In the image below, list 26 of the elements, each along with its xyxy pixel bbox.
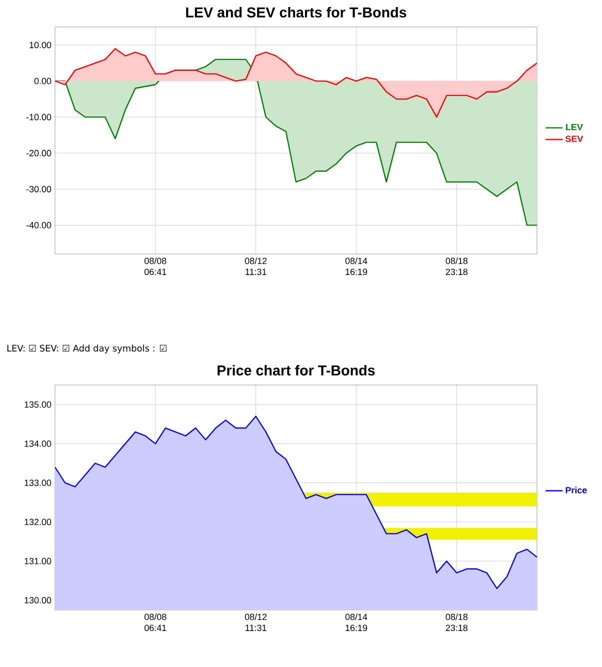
y-tick-label: 132.00 [24,518,52,526]
x-tick-label: 08/14 16:19 [345,258,368,276]
y-tick-label: 134.00 [24,440,52,447]
y-tick-label: -10.00 [26,114,52,120]
x-tick-label: 08/08 06:41 [144,614,166,632]
x-tick-label: 08/18 23:18 [446,258,468,276]
x-tick-label: 08/12 11:31 [244,614,267,632]
y-tick-label: -30.00 [26,186,52,192]
y-tick-label: 10.00 [30,42,52,48]
y-tick-label: -40.00 [26,222,52,228]
legend-label: Price [566,486,587,494]
x-tick-label: 08/14 16:19 [345,614,368,632]
legend-label: LEV [566,124,583,130]
y-tick-label: -20.00 [26,150,52,156]
y-tick-label: 131.00 [24,558,52,564]
y-tick-label: 0.00 [34,78,52,84]
chart-title: LEV and SEV charts for T-Bonds [186,6,406,18]
y-tick-label: 133.00 [24,480,52,486]
y-tick-label: 135.00 [24,401,52,408]
x-tick-label: 08/08 06:41 [144,258,166,276]
x-tick-label: 08/18 23:18 [446,614,468,632]
text: LEV: ☑ SEV: ☑ Add day symbols : ☑ [7,344,166,354]
x-tick-label: 08/12 11:31 [244,258,267,276]
y-tick-label: 130.00 [24,597,52,604]
chart-title: Price chart for T-Bonds [218,364,375,376]
legend-label: SEV [565,136,584,142]
